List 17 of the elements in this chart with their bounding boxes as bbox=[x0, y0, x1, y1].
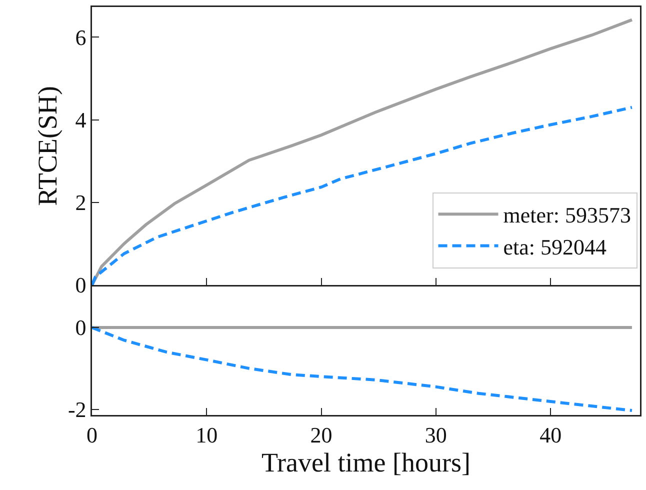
legend-label: meter: 593573 bbox=[503, 202, 631, 228]
y-tick-label: 6 bbox=[75, 24, 86, 50]
y-tick-label: 4 bbox=[75, 107, 86, 132]
x-axis-title: Travel time [hours] bbox=[262, 448, 470, 478]
line-series bbox=[92, 18, 634, 285]
x-tick-label: 10 bbox=[196, 422, 218, 448]
y-tick-label: 2 bbox=[75, 190, 86, 216]
legend-label: eta: 592044 bbox=[503, 234, 607, 260]
y-tick-label: 0 bbox=[75, 272, 86, 298]
x-tick-label: 30 bbox=[424, 422, 447, 448]
y-tick-label: 0 bbox=[75, 315, 86, 340]
x-tick-label: 40 bbox=[540, 422, 562, 448]
x-tick-label: 20 bbox=[310, 422, 332, 448]
line-series bbox=[92, 326, 634, 412]
line-series bbox=[92, 106, 634, 285]
y-axis-title: RTCE(SH) bbox=[32, 86, 62, 206]
y-tick-label: -2 bbox=[68, 396, 86, 422]
